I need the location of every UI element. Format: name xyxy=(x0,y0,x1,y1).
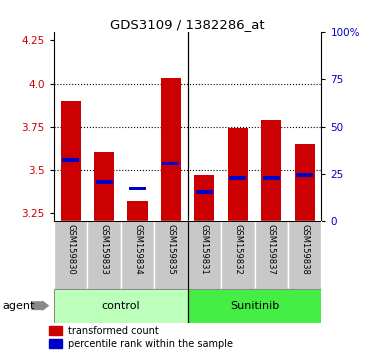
Text: Sunitinib: Sunitinib xyxy=(230,301,279,311)
Text: GSM159837: GSM159837 xyxy=(267,224,276,275)
Bar xyxy=(87,221,121,289)
Title: GDS3109 / 1382286_at: GDS3109 / 1382286_at xyxy=(110,18,265,31)
Text: agent: agent xyxy=(2,301,34,311)
Bar xyxy=(49,326,62,335)
Bar xyxy=(295,144,315,221)
Bar xyxy=(254,221,288,289)
Bar xyxy=(194,175,214,221)
Bar xyxy=(62,158,79,162)
Text: percentile rank within the sample: percentile rank within the sample xyxy=(68,339,233,349)
Text: GSM159830: GSM159830 xyxy=(66,224,75,275)
Bar xyxy=(129,187,146,190)
Bar xyxy=(49,339,62,348)
Bar xyxy=(221,221,254,289)
Bar xyxy=(161,78,181,221)
Bar xyxy=(127,201,147,221)
Bar xyxy=(54,221,87,289)
Bar xyxy=(95,180,112,183)
Text: control: control xyxy=(102,301,140,311)
Bar xyxy=(121,221,154,289)
Bar xyxy=(229,176,246,180)
Bar xyxy=(296,173,313,177)
Bar xyxy=(187,221,221,289)
Text: GSM159833: GSM159833 xyxy=(100,224,109,275)
Text: GSM159835: GSM159835 xyxy=(166,224,176,275)
Bar xyxy=(228,128,248,221)
Bar xyxy=(196,190,213,194)
Bar xyxy=(263,176,280,180)
Bar xyxy=(261,120,281,221)
Bar xyxy=(60,101,81,221)
Bar xyxy=(162,162,179,165)
Text: transformed count: transformed count xyxy=(68,326,159,336)
Bar xyxy=(94,152,114,221)
Text: GSM159834: GSM159834 xyxy=(133,224,142,275)
Text: GSM159838: GSM159838 xyxy=(300,224,309,275)
Text: GSM159832: GSM159832 xyxy=(233,224,243,275)
Bar xyxy=(187,289,321,323)
Bar xyxy=(154,221,187,289)
Text: GSM159831: GSM159831 xyxy=(200,224,209,275)
Bar xyxy=(288,221,321,289)
Bar xyxy=(54,289,187,323)
